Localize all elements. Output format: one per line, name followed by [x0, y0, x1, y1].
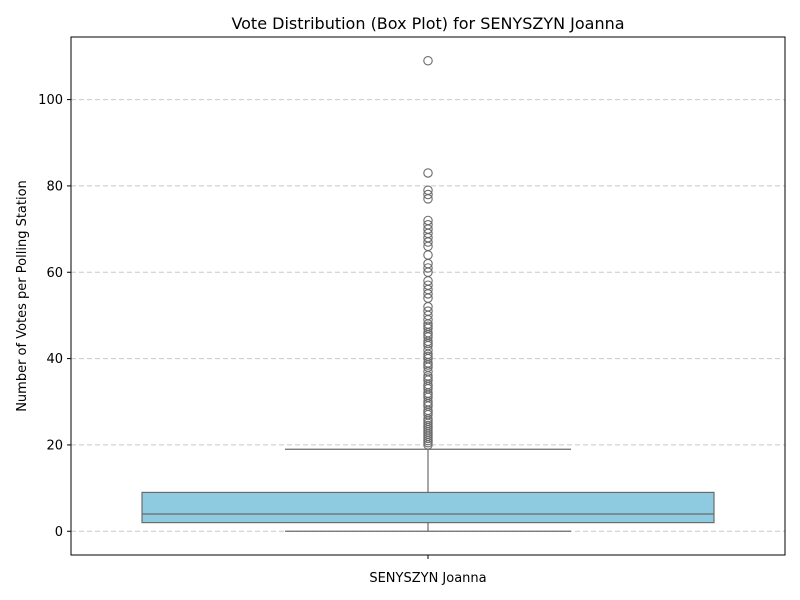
outlier-point	[423, 263, 433, 273]
y-tick-label: 80	[46, 179, 63, 194]
outlier-layer	[423, 55, 433, 450]
outlier-point	[423, 306, 433, 316]
outlier-point	[423, 168, 433, 178]
y-tick-label: 0	[55, 525, 63, 540]
iqr-box	[141, 491, 715, 524]
outlier-point	[423, 189, 433, 200]
outlier-point	[423, 215, 433, 226]
y-tick-label: 60	[46, 266, 63, 281]
y-tick-label: 20	[46, 438, 63, 453]
outlier-point	[423, 185, 433, 195]
outlier-point	[423, 55, 433, 66]
x-axis-ticks: SENYSZYN Joanna	[369, 555, 487, 586]
outlier-point	[423, 280, 433, 290]
y-axis-ticks: 0 20 40 60 80 100	[38, 93, 71, 540]
chart-title: Vote Distribution (Box Plot) for SENYSZY…	[231, 14, 624, 33]
box-layer	[141, 448, 715, 532]
outlier-point	[423, 250, 433, 260]
y-tick-label: 40	[46, 352, 63, 367]
y-tick-label: 100	[38, 93, 63, 108]
x-tick-label: SENYSZYN Joanna	[369, 571, 486, 586]
outlier-point	[423, 220, 433, 230]
y-axis-label: Number of Votes per Polling Station	[15, 180, 30, 412]
